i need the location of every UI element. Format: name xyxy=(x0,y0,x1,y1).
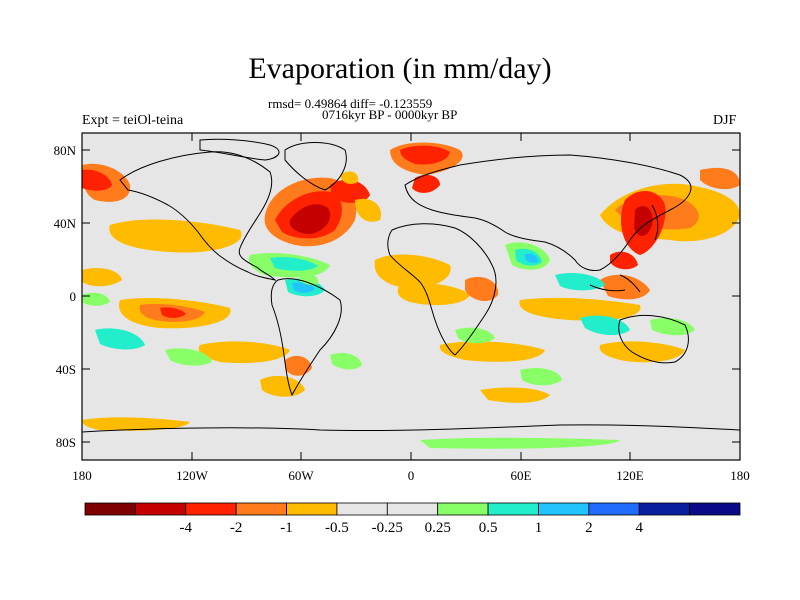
colorbar-label: 0.5 xyxy=(478,520,498,536)
anomaly-field xyxy=(82,142,740,449)
lon-label-0: 0 xyxy=(408,468,415,483)
colorbar-swatch xyxy=(336,502,388,516)
colorbar-swatch xyxy=(386,502,439,516)
lon-label-180w: 180 xyxy=(72,468,92,483)
colorbar-swatch xyxy=(588,502,640,516)
lon-label-180e: 180 xyxy=(730,468,750,483)
map-title: Evaporation (in mm/day) xyxy=(248,52,552,85)
experiment-label: Expt = teiOl-teina xyxy=(82,113,184,128)
colorbar-label: -4 xyxy=(179,520,193,536)
lon-label-120e: 120E xyxy=(616,468,644,483)
period-label: 0716kyr BP - 0000kyr BP xyxy=(322,107,458,122)
lat-label-eq: 0 xyxy=(70,289,77,304)
coastlines xyxy=(82,138,740,433)
colorbar-label: -1 xyxy=(280,520,293,536)
colorbar-label: 1 xyxy=(534,520,543,536)
colorbar-swatch xyxy=(185,502,237,516)
colorbar-swatch xyxy=(689,502,741,516)
colorbar-label: 4 xyxy=(635,520,643,536)
colorbar-swatch xyxy=(538,502,590,516)
stats-line: rmsd= 0.49864 diff= -0.123559 xyxy=(268,96,433,111)
lat-label-40n: 40N xyxy=(54,216,77,231)
lon-label-60e: 60E xyxy=(511,468,532,483)
colorbar-swatch xyxy=(134,502,187,516)
colorbar-swatch xyxy=(84,502,136,516)
lat-label-40s: 40S xyxy=(56,362,76,377)
lon-ticks xyxy=(81,133,741,460)
lat-ticks xyxy=(82,149,740,443)
colorbar-swatch xyxy=(286,502,338,516)
colorbar-label: 0.25 xyxy=(424,520,451,536)
lat-label-80s: 80S xyxy=(56,435,76,450)
colorbar xyxy=(84,502,741,516)
lon-label-60w: 60W xyxy=(288,468,314,483)
colorbar-label: -0.5 xyxy=(325,520,349,536)
colorbar-label: 2 xyxy=(585,520,593,536)
colorbar-label: -2 xyxy=(229,520,243,536)
colorbar-label: -0.25 xyxy=(371,520,403,536)
lat-label-80n: 80N xyxy=(54,143,77,158)
colorbar-swatch xyxy=(638,502,691,516)
season-label: DJF xyxy=(713,113,737,128)
colorbar-swatch xyxy=(235,502,287,516)
colorbar-swatch xyxy=(437,502,489,516)
colorbar-swatch xyxy=(487,502,539,516)
lon-label-120w: 120W xyxy=(176,468,209,483)
